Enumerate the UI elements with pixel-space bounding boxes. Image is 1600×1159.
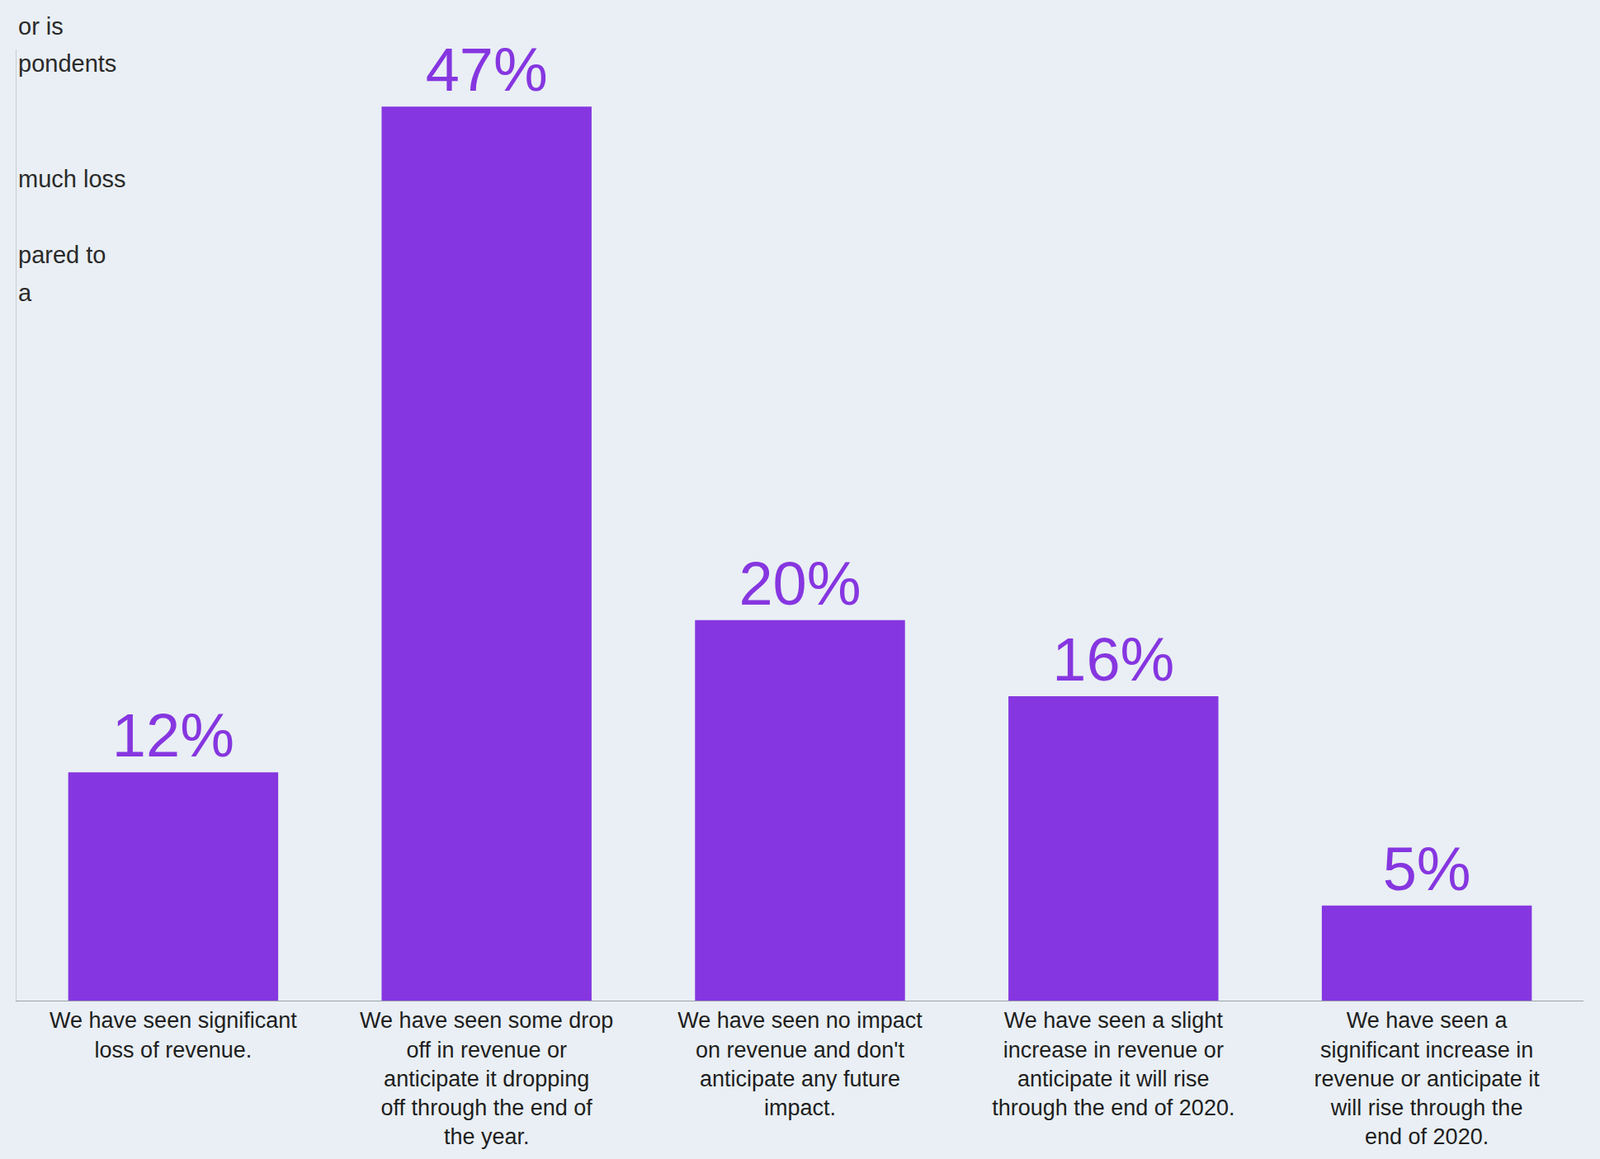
svg-text:16%: 16% (1052, 625, 1175, 694)
svg-text:We have seen some dropoff in r: We have seen some dropoff in revenue ora… (359, 1008, 614, 1149)
svg-text:pondents: pondents (18, 50, 117, 77)
svg-text:12%: 12% (112, 701, 235, 770)
svg-text:47%: 47% (425, 35, 548, 104)
svg-text:pared to: pared to (18, 241, 106, 269)
svg-text:We have seen a slightincrease: We have seen a slightincrease in revenue… (991, 1008, 1235, 1120)
svg-text:20%: 20% (738, 549, 861, 619)
svg-text:or is: or is (18, 13, 64, 40)
svg-text:5%: 5% (1382, 835, 1472, 904)
svg-text:much loss: much loss (18, 165, 127, 193)
svg-text:We have seen asignificant incr: We have seen asignificant increase inrev… (1314, 1008, 1541, 1149)
svg-text:We have seen significantloss o: We have seen significantloss of revenue. (49, 1008, 298, 1062)
svg-text:a: a (18, 279, 33, 307)
svg-text:We have seen no impacton reven: We have seen no impacton revenue and don… (677, 1008, 923, 1120)
